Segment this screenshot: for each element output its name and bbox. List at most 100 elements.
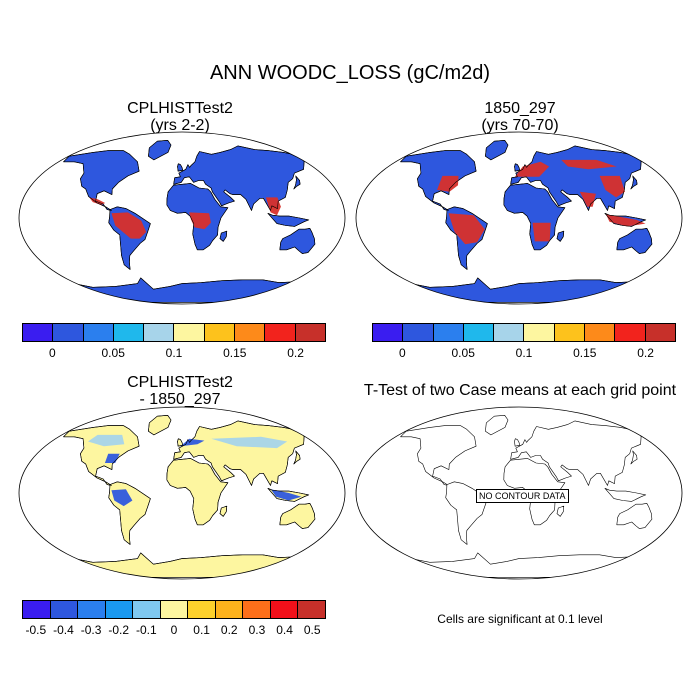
colorbar-box — [160, 601, 189, 618]
colorbar-tick-label: 0.05 — [451, 346, 475, 360]
map-1-svg — [18, 131, 346, 305]
colorbar-tick-label: 0.15 — [573, 346, 597, 360]
region-indonesia-neg — [270, 489, 302, 501]
coastline-samerica — [445, 206, 488, 270]
colorbar-tick-label: 0.1 — [193, 623, 210, 637]
region-amazon — [111, 212, 147, 239]
colorbar-tick-label: 0.2 — [220, 623, 238, 637]
colorbar-tick-label: 0 — [49, 346, 56, 360]
panel1-title: CPLHISTTest2 (yrs 2-2) — [15, 100, 345, 134]
panel3-title-line2: - 1850_297 — [139, 391, 221, 408]
colorbar-box — [204, 324, 236, 341]
continent-indonesia — [604, 488, 647, 502]
colorbar-tick-label: -0.5 — [25, 623, 47, 637]
colorbar-box — [524, 324, 555, 341]
region-east-us — [437, 175, 459, 192]
coastline-australia — [616, 228, 653, 254]
coastline-madagascar — [219, 505, 228, 517]
coastline-namerica — [63, 425, 140, 486]
colorbar-box — [463, 324, 495, 341]
colorbar-tick-label: 0.3 — [248, 623, 266, 637]
region-indonesia-hot — [605, 214, 646, 227]
coastline-indonesia — [267, 213, 310, 227]
continent-greenland — [485, 415, 509, 436]
colorbar-tick-label: 0.15 — [223, 346, 247, 360]
map-3-svg — [18, 406, 346, 580]
continent-uk — [514, 438, 521, 447]
continent-japan — [630, 450, 638, 465]
panel4-title-line1: T-Test of two Case means at each grid po… — [363, 382, 677, 399]
colorbar-box — [243, 601, 271, 618]
colorbar-box — [23, 601, 51, 618]
map-border — [18, 406, 346, 580]
region-siberia-north — [561, 159, 617, 170]
coastline-indonesia — [604, 213, 647, 227]
panel3-title-line1: CPLHISTTest2 — [127, 374, 233, 391]
coastline-australia — [279, 228, 316, 254]
coastline-uk — [177, 163, 184, 172]
coastline-australia — [279, 503, 316, 529]
coastline-greenland — [148, 415, 172, 436]
colorbar-tick-label: -0.1 — [136, 623, 157, 637]
coastline-uk — [177, 438, 184, 447]
map-clipped-group — [400, 140, 653, 303]
colorbar-tick-label: 0.05 — [101, 346, 125, 360]
panel2-title-line1: 1850_297 — [484, 100, 556, 117]
coastline-greenland — [485, 140, 509, 161]
region-central-africa — [189, 212, 211, 230]
colorbar-box — [433, 324, 464, 341]
colorbar-tick-label: -0.3 — [80, 623, 102, 637]
continent-namerica — [400, 425, 477, 486]
colorbar-box — [53, 324, 84, 341]
coastline-samerica — [108, 481, 151, 545]
coastline-uk — [514, 163, 521, 172]
coastline-madagascar — [219, 230, 228, 242]
figure-title: ANN WOODC_LOSS (gC/m2d) — [209, 62, 491, 84]
colorbar-box — [78, 601, 106, 618]
colorbar-2-labels: 0 0.05 0.1 0.15 0.2 — [372, 342, 676, 360]
colorbar-panel-3: -0.5 -0.4 -0.3 -0.2 -0.1 0 0.1 0.2 0.3 0.4 0.5 — [22, 600, 326, 637]
colorbar-box — [133, 601, 161, 618]
coastline-eurasia — [173, 420, 305, 486]
colorbar-tick-label: 0.4 — [276, 623, 293, 637]
region-europe — [514, 161, 550, 177]
panel2-title: 1850_297 (yrs 70-70) — [355, 100, 685, 134]
colorbar-box — [494, 324, 525, 341]
colorbar-box — [23, 324, 54, 341]
region-amazon-neg — [111, 489, 133, 507]
colorbar-box — [373, 324, 404, 341]
colorbar-box — [298, 601, 326, 618]
continent-australia — [616, 503, 653, 529]
coastline-greenland — [148, 140, 172, 161]
colorbar-tick-label: 0 — [399, 346, 406, 360]
coastline-japan — [293, 175, 301, 190]
map-panel-3 — [16, 405, 348, 581]
continent-madagascar — [556, 505, 565, 517]
colorbar-tick-label: -0.4 — [53, 623, 74, 637]
panel1-title-line2: (yrs 2-2) — [150, 117, 210, 134]
coastline-japan — [293, 450, 301, 465]
colorbar-box — [113, 324, 145, 341]
map-3 — [18, 406, 346, 580]
significance-note: Cells are significant at 0.1 level — [437, 612, 603, 626]
coastline-samerica — [108, 206, 151, 270]
colorbar-3-labels: -0.5 -0.4 -0.3 -0.2 -0.1 0 0.1 0.2 0.3 0.4 0.5 — [22, 619, 326, 637]
coastline-africa — [166, 183, 229, 251]
colorbar-tick-label: 0.2 — [287, 346, 304, 360]
map-border — [18, 131, 346, 305]
map-1 — [18, 131, 346, 305]
coastline-japan — [630, 175, 638, 190]
panel2-title-line2: (yrs 70-70) — [481, 117, 559, 134]
colorbar-box — [295, 324, 325, 341]
map-panel-2 — [353, 130, 685, 306]
region-amazon-2 — [448, 213, 485, 245]
region-east-asia — [599, 175, 625, 198]
map-clipped-group — [63, 140, 316, 303]
region-europe-neg — [180, 438, 205, 447]
colorbar-tick-label: -0.2 — [108, 623, 130, 637]
coastline-eurasia — [173, 145, 305, 211]
colorbar-tick-label: 0.1 — [165, 346, 183, 360]
colorbar-box — [554, 324, 586, 341]
colorbar-box — [174, 324, 205, 341]
colorbar-tick-label: 0 — [170, 623, 178, 637]
